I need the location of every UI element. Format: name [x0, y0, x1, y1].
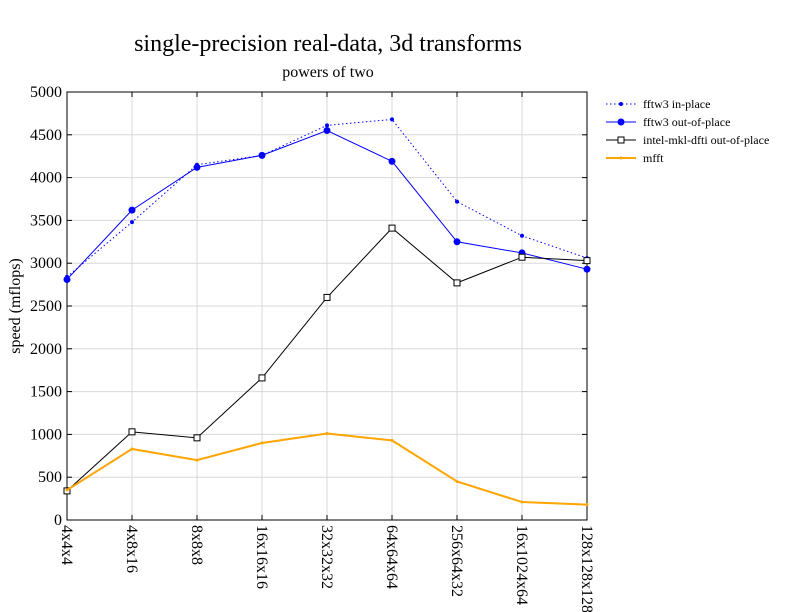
legend-label: fftw3 out-of-place [643, 115, 730, 129]
legend-item: mfft [606, 151, 664, 165]
x-tick-label: 4x4x4 [58, 525, 75, 565]
data-point [520, 500, 524, 504]
series-layer [63, 117, 591, 507]
x-tick-label: 4x8x16 [123, 525, 140, 573]
y-tick-label: 3500 [30, 212, 62, 229]
y-tick-label: 4500 [30, 127, 62, 144]
data-point [388, 224, 396, 232]
legend-label: intel-mkl-dfti out-of-place [643, 133, 769, 147]
x-tick-label: 16x16x16 [253, 525, 270, 589]
data-point [193, 434, 201, 442]
plot-frame [66, 91, 588, 521]
x-tick-label: 256x64x32 [448, 525, 465, 597]
y-tick-label: 4000 [30, 170, 62, 187]
data-point [130, 220, 134, 225]
data-point [260, 441, 264, 445]
data-point [583, 257, 591, 265]
data-point [583, 265, 591, 273]
y-tick-label: 1000 [30, 426, 62, 443]
legend-item: intel-mkl-dfti out-of-place [606, 133, 769, 147]
chart-title: single-precision real-data, 3d transform… [134, 31, 522, 57]
y-tick-label: 2000 [30, 341, 62, 358]
data-point [617, 136, 625, 144]
data-point [325, 123, 329, 128]
data-point [63, 275, 71, 283]
y-ticks: 0 500 1000 1500 2000 2500 3000 3500 4000 4500 5000 [30, 84, 587, 529]
y-tick-label: 500 [38, 469, 62, 486]
data-point [390, 117, 394, 122]
y-tick-label: 0 [54, 512, 62, 529]
data-point [455, 479, 459, 483]
data-point [130, 447, 134, 451]
legend-item: fftw3 in-place [606, 97, 710, 111]
y-axis-label: speed (mflops) [7, 258, 24, 354]
legend-label: mfft [643, 151, 664, 165]
legend: fftw3 in-place fftw3 out-of-place intel-mk… [606, 97, 769, 165]
data-point [453, 279, 461, 287]
chart-subtitle: powers of two [282, 64, 374, 81]
data-point [388, 157, 396, 165]
data-point [619, 156, 623, 160]
data-point [193, 163, 201, 171]
y-tick-label: 3000 [30, 255, 62, 272]
data-point [585, 503, 589, 507]
data-point [65, 488, 69, 492]
data-point [520, 233, 524, 238]
legend-label: fftw3 in-place [643, 97, 710, 111]
x-tick-label: 32x32x32 [318, 525, 335, 589]
legend-item: fftw3 out-of-place [606, 115, 730, 129]
data-point [323, 127, 331, 135]
data-point [195, 458, 199, 462]
y-tick-label: 2500 [30, 298, 62, 315]
data-point [258, 151, 266, 159]
data-point [323, 293, 331, 301]
y-tick-label: 5000 [30, 84, 62, 101]
data-point [617, 118, 625, 126]
x-tick-label: 128x128x128 [578, 525, 595, 612]
data-point [453, 238, 461, 246]
data-point [619, 102, 623, 106]
data-point [390, 438, 394, 442]
data-point [258, 374, 266, 382]
x-tick-label: 8x8x8 [188, 525, 205, 565]
data-point [325, 432, 329, 436]
series-3 [65, 432, 589, 507]
data-point [455, 199, 459, 204]
y-tick-label: 1500 [30, 384, 62, 401]
x-tick-label: 16x1024x64 [513, 525, 530, 605]
data-point [518, 253, 526, 261]
data-point [128, 428, 136, 436]
grid [66, 91, 588, 521]
x-ticks: 4x4x4 4x8x16 8x8x8 16x16x16 32x32x32 64x64x64… [58, 92, 595, 612]
data-point [128, 206, 136, 214]
x-tick-label: 64x64x64 [383, 525, 400, 589]
